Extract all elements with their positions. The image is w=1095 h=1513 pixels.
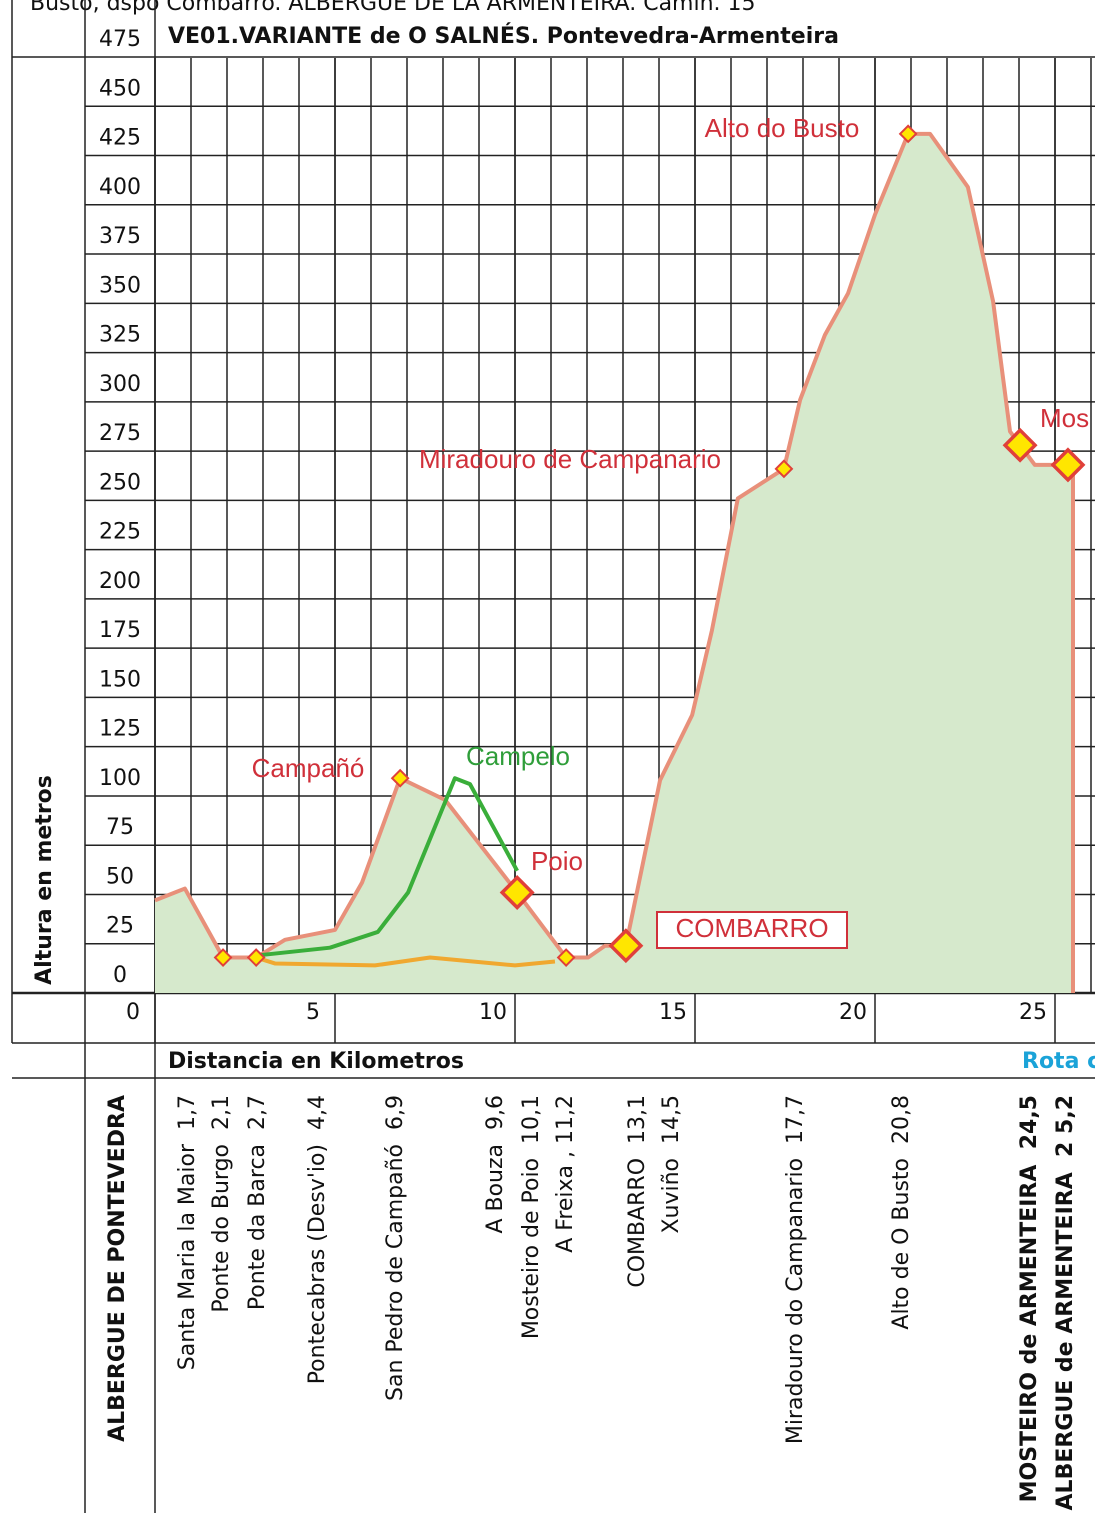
waypoint-marker [246, 948, 266, 967]
station-label: Pontecabras (Desv'io) 4,4 [305, 1095, 330, 1384]
y-tick-label: 50 [106, 864, 134, 889]
annotation: Poio [531, 846, 583, 876]
station-label: Xuviño 14,5 [659, 1095, 684, 1234]
station-label: Mosteiro de Poio 10,1 [519, 1095, 544, 1339]
annotation: Campañó [252, 753, 365, 783]
station-label: Santa Maria la Maior 1,7 [175, 1095, 200, 1370]
y-tick-label: 325 [99, 323, 141, 348]
caption: Busto, dspo Combarro. ALBERGUE DE LA ARM… [30, 0, 756, 16]
station-label: Miradouro do Campanario 17,7 [783, 1095, 808, 1444]
profile-line [154, 131, 1075, 993]
annotation: Miradouro de Campanario [419, 444, 721, 474]
y-tick-label: 250 [99, 470, 141, 495]
y-tick-label: 400 [99, 175, 141, 200]
area-fill [155, 133, 1073, 993]
route-line [255, 955, 556, 968]
station-label: ALBERGUE DE PONTEVEDRA [105, 1095, 130, 1442]
x-tick-label: 0 [126, 1000, 140, 1025]
x-tick-label: 20 [839, 1000, 867, 1025]
waypoint-marker [608, 928, 644, 964]
y-axis-label: Altura en metros [32, 775, 57, 985]
y-tick-label: 375 [99, 224, 141, 249]
annotation: Mos [1040, 403, 1089, 433]
station-label: COMBARRO 13,1 [625, 1095, 650, 1288]
y-tick-label: 350 [99, 273, 141, 298]
y-tick-label: 100 [99, 766, 141, 791]
station-label: ALBERGUE de ARMENTEIRA 2 5,2 [1053, 1095, 1078, 1510]
x-tick-label: 5 [306, 1000, 320, 1025]
x-axis-label: Distancia en Kilometros [168, 1049, 464, 1074]
station-label: Ponte da Barca 2,7 [245, 1095, 270, 1310]
station-label: A Freixa , 11,2 [553, 1095, 578, 1253]
x-note: Rota c [1022, 1049, 1095, 1074]
chart-title: VE01.VARIANTE de O SALNÉS. Pontevedra-Ar… [168, 23, 839, 49]
y-tick-label: 125 [99, 717, 141, 742]
route-line [255, 776, 519, 958]
station-label: Alto de O Busto 20,8 [889, 1095, 914, 1330]
station-label: A Bouza 9,6 [483, 1095, 508, 1234]
y-tick-label: 275 [99, 421, 141, 446]
y-tick-label: 175 [99, 618, 141, 643]
waypoint-marker [1002, 427, 1038, 463]
y-tick-label: 25 [106, 914, 134, 939]
station-label: Ponte do Burgo 2,1 [209, 1095, 234, 1313]
x-tick-label: 10 [479, 1000, 507, 1025]
x-tick-label: 15 [659, 1000, 687, 1025]
waypoint-marker [390, 768, 410, 788]
station-label: San Pedro de Campañó 6,9 [383, 1095, 408, 1401]
y-tick-label: 425 [99, 126, 141, 151]
y-tick-label: 450 [99, 76, 141, 101]
waypoint-marker [898, 124, 918, 144]
annotation: Alto do Busto [705, 113, 860, 143]
y-tick-label: 0 [113, 963, 127, 988]
y-tick-label: 300 [99, 372, 141, 397]
annotation: COMBARRO [675, 913, 828, 943]
annotation-box [656, 911, 848, 949]
y-tick-label: 75 [106, 815, 134, 840]
annotation: Campelo [466, 741, 570, 771]
y-tick-label: 200 [99, 569, 141, 594]
station-label: MOSTEIRO de ARMENTEIRA 24,5 [1017, 1095, 1042, 1502]
waypoint-marker [213, 948, 233, 967]
waypoint-marker [774, 459, 794, 479]
x-tick-label: 25 [1019, 1000, 1047, 1025]
y-tick-label: 225 [99, 520, 141, 545]
waypoint-marker [556, 948, 576, 967]
waypoint-marker [1050, 447, 1086, 483]
y-tick-label: 475 [99, 27, 141, 52]
y-tick-label: 150 [99, 667, 141, 692]
waypoint-marker [499, 875, 535, 910]
